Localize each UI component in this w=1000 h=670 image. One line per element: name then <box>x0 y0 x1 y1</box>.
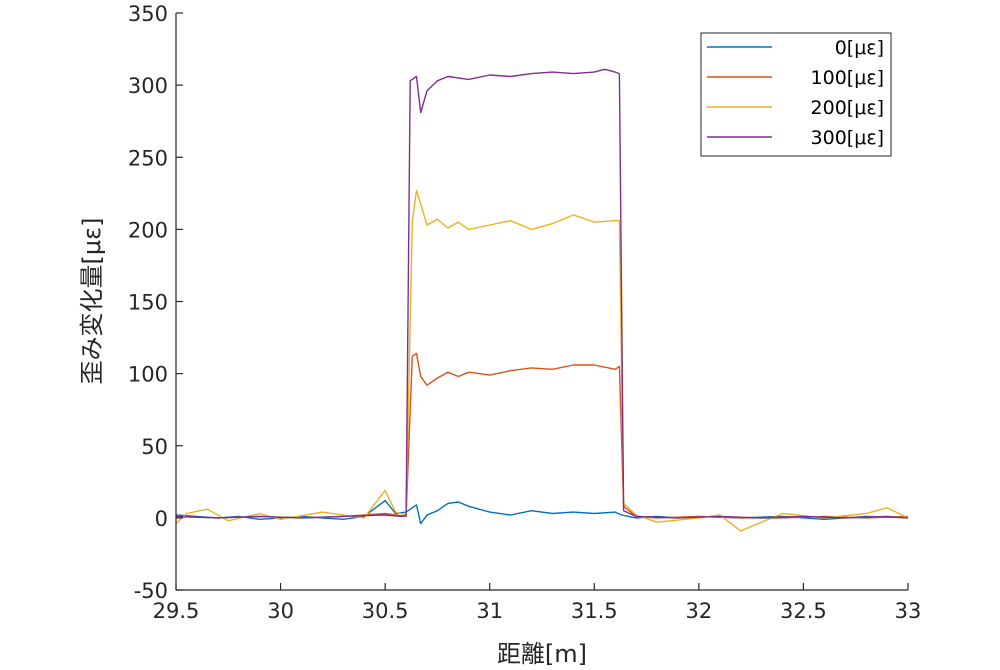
x-tick-label: 32.5 <box>780 599 827 623</box>
y-tick-label: -50 <box>134 579 168 603</box>
x-tick-label: 33 <box>895 599 922 623</box>
x-tick-label: 32 <box>685 599 712 623</box>
series-layer <box>175 68 909 532</box>
y-tick-label: 100 <box>128 363 168 387</box>
series-line-2 <box>175 189 909 532</box>
legend: 0[με] 100[με] 200[με] 300[με] <box>700 32 892 157</box>
y-tick-label: 300 <box>128 74 168 98</box>
y-axis-title: 歪み変化量[με] <box>78 218 106 385</box>
y-tick-label: 350 <box>128 2 168 26</box>
y-tick-label: 250 <box>128 146 168 170</box>
x-tick-label: 30 <box>267 599 294 623</box>
series-line-3 <box>175 68 909 519</box>
legend-label: 0[με] <box>835 37 884 59</box>
x-axis-title: 距離[m] <box>497 640 587 668</box>
legend-label: 100[με] <box>811 67 884 89</box>
legend-box <box>700 32 892 157</box>
x-tick-label: 31 <box>476 599 503 623</box>
series-line-1 <box>175 352 909 519</box>
y-ticks: -50 0 50 100 150 200 250 300 350 <box>128 2 183 603</box>
legend-label: 200[με] <box>811 97 884 119</box>
legend-items: 0[με] 100[με] 200[με] 300[με] <box>707 37 884 149</box>
y-tick-label: 0 <box>155 507 168 531</box>
y-tick-label: 200 <box>128 218 168 242</box>
y-tick-label: 50 <box>141 435 168 459</box>
x-tick-label: 30.5 <box>362 599 409 623</box>
x-tick-label: 31.5 <box>571 599 618 623</box>
x-tick-label: 29.5 <box>153 599 200 623</box>
legend-label: 300[με] <box>811 127 884 149</box>
y-tick-label: 150 <box>128 291 168 315</box>
x-ticks: 29.5 30 30.5 31 31.5 32 32.5 33 <box>153 583 922 623</box>
